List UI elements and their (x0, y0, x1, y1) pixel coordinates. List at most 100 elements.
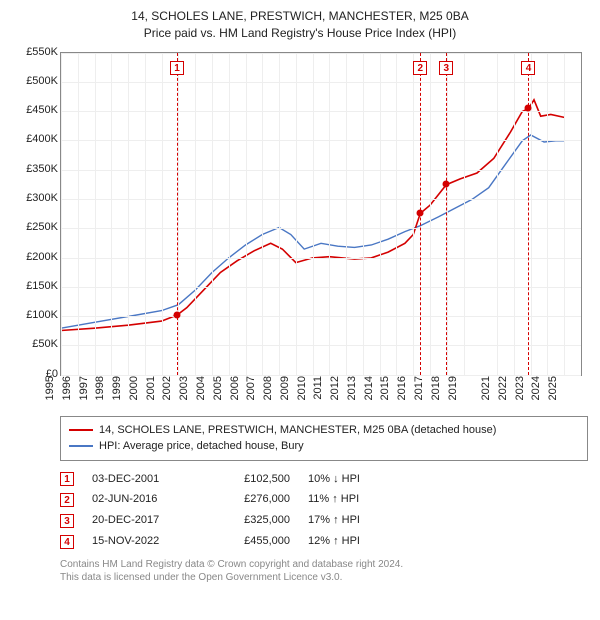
y-axis-label: £150K (12, 280, 58, 292)
gridline-v (396, 53, 397, 375)
y-axis-label: £450K (12, 104, 58, 116)
sale-dot (417, 210, 424, 217)
sales-row: 1 03-DEC-2001 £102,500 10% ↓ HPI (60, 469, 588, 490)
gridline-v (95, 53, 96, 375)
gridline-v (346, 53, 347, 375)
sale-price: £325,000 (210, 510, 290, 531)
sale-hpi-delta: 17% ↑ HPI (308, 510, 408, 531)
plot-region: 1 23 4 (60, 52, 582, 376)
title-line-2: Price paid vs. HM Land Registry's House … (12, 25, 588, 42)
gridline-v (547, 53, 548, 375)
sale-dashline (177, 53, 178, 375)
sale-hpi-delta: 10% ↓ HPI (308, 469, 408, 490)
gridline-h (61, 199, 581, 200)
y-axis-label: £50K (12, 338, 58, 350)
gridline-h (61, 53, 581, 54)
legend-row: 14, SCHOLES LANE, PRESTWICH, MANCHESTER,… (69, 422, 579, 439)
gridline-v (162, 53, 163, 375)
sale-date: 20-DEC-2017 (92, 510, 192, 531)
sale-number-box: 1 (60, 472, 74, 486)
line-layer (61, 53, 581, 375)
gridline-h (61, 82, 581, 83)
gridline-v (246, 53, 247, 375)
gridline-v (279, 53, 280, 375)
legend-label: HPI: Average price, detached house, Bury (99, 438, 304, 455)
gridline-v (413, 53, 414, 375)
y-axis-label: £400K (12, 133, 58, 145)
sale-price: £455,000 (210, 531, 290, 552)
sale-dot (443, 181, 450, 188)
sale-marker-box: 1 (170, 61, 184, 75)
gridline-v (514, 53, 515, 375)
y-axis-label: £350K (12, 163, 58, 175)
sale-date: 02-JUN-2016 (92, 489, 192, 510)
gridline-v (78, 53, 79, 375)
x-axis-label: 2025 (547, 376, 579, 400)
y-axis-label: £100K (12, 309, 58, 321)
gridline-v (111, 53, 112, 375)
legend-swatch (69, 445, 93, 447)
gridline-h (61, 170, 581, 171)
gridline-v (128, 53, 129, 375)
y-axis-label: £200K (12, 251, 58, 263)
gridline-v (380, 53, 381, 375)
chart-titles: 14, SCHOLES LANE, PRESTWICH, MANCHESTER,… (12, 8, 588, 42)
sales-row: 3 20-DEC-2017 £325,000 17% ↑ HPI (60, 510, 588, 531)
sale-dot (174, 311, 181, 318)
sales-row: 4 15-NOV-2022 £455,000 12% ↑ HPI (60, 531, 588, 552)
gridline-v (61, 53, 62, 375)
sale-hpi-delta: 12% ↑ HPI (308, 531, 408, 552)
attribution-footer: Contains HM Land Registry data © Crown c… (60, 558, 588, 584)
gridline-v (262, 53, 263, 375)
sale-date: 03-DEC-2001 (92, 469, 192, 490)
x-axis-label: 2019 (447, 376, 479, 400)
gridline-h (61, 345, 581, 346)
gridline-v (229, 53, 230, 375)
sale-number-box: 4 (60, 535, 74, 549)
y-axis-label: £550K (12, 46, 58, 58)
sale-price: £102,500 (210, 469, 290, 490)
sale-dashline (528, 53, 529, 375)
gridline-v (195, 53, 196, 375)
sale-number-box: 3 (60, 514, 74, 528)
gridline-h (61, 111, 581, 112)
sale-dot (525, 105, 532, 112)
legend-swatch (69, 429, 93, 431)
y-axis-label: £500K (12, 75, 58, 87)
gridline-v (363, 53, 364, 375)
sale-dashline (446, 53, 447, 375)
gridline-h (61, 287, 581, 288)
chart-area: 1234 £0£50K£100K£150K£200K£250K£300K£350… (12, 48, 588, 408)
y-axis-label: £300K (12, 192, 58, 204)
sales-table: 1 03-DEC-2001 £102,500 10% ↓ HPI 2 02-JUN-201… (60, 469, 588, 553)
gridline-v (564, 53, 565, 375)
sale-hpi-delta: 11% ↑ HPI (308, 489, 408, 510)
sale-marker-box: 2 (413, 61, 427, 75)
gridline-v (464, 53, 465, 375)
gridline-h (61, 258, 581, 259)
footer-line-2: This data is licensed under the Open Gov… (60, 571, 588, 584)
gridline-v (430, 53, 431, 375)
gridline-v (497, 53, 498, 375)
gridline-h (61, 140, 581, 141)
y-axis-label: £250K (12, 221, 58, 233)
gridline-v (178, 53, 179, 375)
gridline-v (329, 53, 330, 375)
title-line-1: 14, SCHOLES LANE, PRESTWICH, MANCHESTER,… (12, 8, 588, 25)
sale-date: 15-NOV-2022 (92, 531, 192, 552)
gridline-v (313, 53, 314, 375)
gridline-h (61, 316, 581, 317)
legend: 14, SCHOLES LANE, PRESTWICH, MANCHESTER,… (60, 416, 588, 461)
sales-row: 2 02-JUN-2016 £276,000 11% ↑ HPI (60, 489, 588, 510)
legend-row: HPI: Average price, detached house, Bury (69, 438, 579, 455)
gridline-h (61, 228, 581, 229)
legend-label: 14, SCHOLES LANE, PRESTWICH, MANCHESTER,… (99, 422, 496, 439)
sale-marker-box: 4 (521, 61, 535, 75)
gridline-v (145, 53, 146, 375)
sale-number-box: 2 (60, 493, 74, 507)
sale-marker-box: 3 (439, 61, 453, 75)
sale-price: £276,000 (210, 489, 290, 510)
gridline-v (296, 53, 297, 375)
gridline-v (212, 53, 213, 375)
gridline-v (531, 53, 532, 375)
